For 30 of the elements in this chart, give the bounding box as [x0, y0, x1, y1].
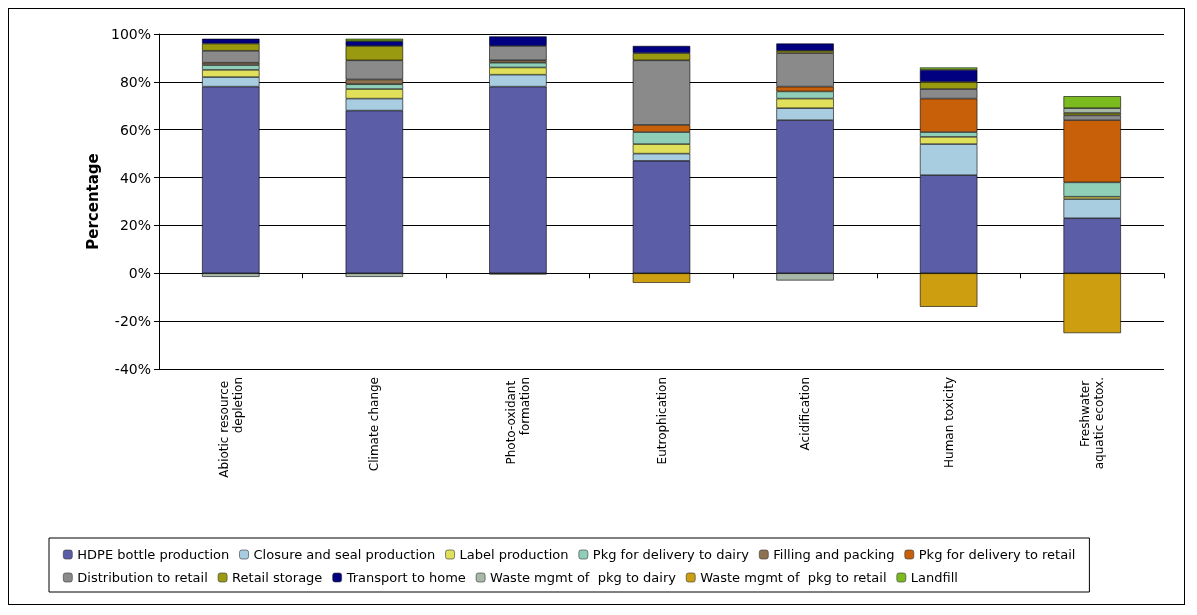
- x-tick-label: Eutrophication: [654, 377, 669, 465]
- legend-label: Retail storage: [232, 570, 323, 585]
- x-tick-label: Climate change: [367, 377, 382, 472]
- legend-label: Label production: [459, 547, 569, 562]
- y-tick-label: -40%: [114, 361, 151, 377]
- x-tick-label: Freshwater aquatic ecotox.: [1078, 377, 1107, 470]
- legend-label: HDPE bottle production: [77, 547, 230, 562]
- legend-label: Waste mgmt of pkg to dairy: [490, 570, 677, 585]
- bar: [776, 43, 834, 51]
- bar: [1063, 96, 1121, 109]
- legend-label: Waste mgmt of pkg to retail: [700, 570, 887, 585]
- legend-label: Pkg for delivery to dairy: [592, 547, 750, 562]
- y-tick-label: 20%: [119, 217, 151, 234]
- y-tick-label: 40%: [119, 169, 151, 186]
- y-tick-label: 80%: [119, 73, 151, 90]
- legend-label: Filling and packing: [773, 547, 895, 562]
- y-tick-label: -20%: [114, 313, 151, 330]
- x-tick-label: Abiotic resource depletion: [216, 377, 245, 478]
- legend-label: Landfill: [910, 570, 958, 585]
- x-tick-label: Human toxicity: [941, 377, 956, 468]
- x-tick-label: Acidification: [798, 377, 813, 451]
- legend-label: Transport to home: [345, 570, 466, 585]
- x-tick-label: Photo-oxidant formation: [503, 377, 532, 465]
- legend-label: Pkg for delivery to retail: [918, 547, 1076, 562]
- legend-label: Closure and seal production: [253, 547, 436, 562]
- y-tick-label: 100%: [110, 26, 151, 42]
- y-axis-title: Percentage: [83, 153, 102, 250]
- y-tick-label: 0%: [128, 265, 151, 282]
- y-tick-label: 60%: [119, 121, 151, 138]
- legend-label: Distribution to retail: [77, 570, 208, 585]
